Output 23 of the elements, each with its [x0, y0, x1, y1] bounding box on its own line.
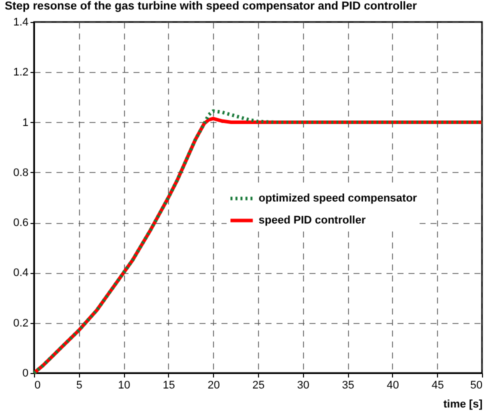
- x-tick-label: 25: [252, 380, 265, 392]
- y-tick-label: 0.6: [13, 217, 28, 230]
- y-tick-label: 0.4: [13, 267, 28, 280]
- chart-title: Step resonse of the gas turbine with speed compensator and PID controller: [4, 0, 418, 12]
- x-tick-label: 5: [76, 380, 82, 392]
- x-tick-label: 20: [208, 380, 220, 392]
- x-tick-label: 50: [470, 380, 482, 392]
- y-tick-label: 0: [22, 368, 28, 380]
- x-tick-label: 45: [432, 380, 444, 392]
- y-tick-label: 0.8: [13, 166, 28, 179]
- y-tick-label: 1: [22, 116, 28, 129]
- x-tick-label: 0: [34, 380, 41, 392]
- y-tick-label: 1.2: [13, 66, 28, 79]
- legend-label: speed PID controller: [258, 214, 366, 226]
- x-tick-label: 30: [297, 380, 310, 392]
- x-tick-label: 40: [386, 380, 400, 392]
- y-tick-label: 1.4: [13, 16, 28, 28]
- x-tick-label: 35: [342, 380, 354, 392]
- x-axis-title: time [s]: [443, 398, 483, 410]
- x-tick-label: 10: [118, 380, 130, 392]
- y-tick-label: 0.2: [13, 317, 28, 330]
- x-tick-label: 15: [162, 380, 176, 392]
- legend-label: optimized speed compensator: [258, 192, 418, 204]
